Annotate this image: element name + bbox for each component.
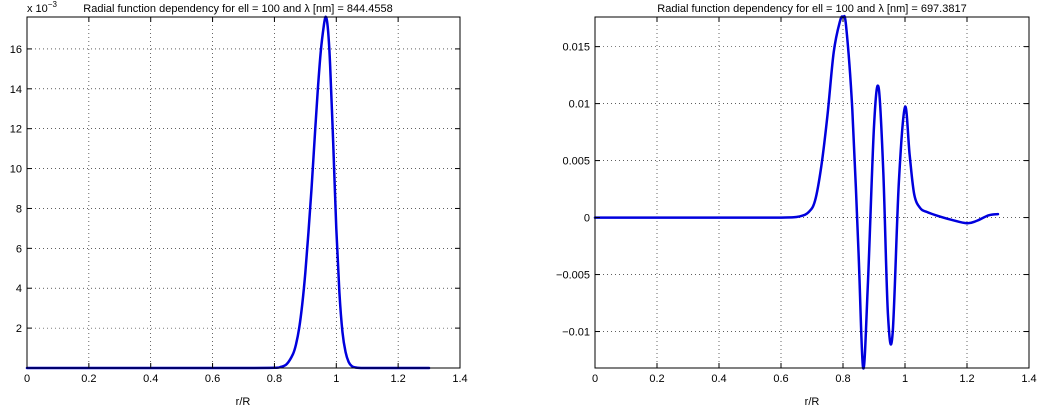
right-xtick-label: 0 [592,373,598,385]
right-xtick-label: 0.4 [711,373,726,385]
right-plot-ticks: 0 0.2 0.4 0.6 0.8 1 1.2 1.4 −0.01 −0.005 0 0.005 0.0… [556,17,1037,385]
right-ytick-label: 0 [584,213,590,225]
left-plot-y-multiplier: x 10−3 [27,0,57,15]
right-plot-title: Radial function dependency for ell = 100… [657,3,966,15]
left-xtick-label: 0 [24,373,30,385]
left-plot-xlabel: r/R [236,396,251,408]
left-xtick-label: 0.4 [143,373,158,385]
left-plot-title: Radial function dependency for ell = 100… [83,3,392,15]
left-ytick-label: 2 [16,323,22,335]
left-plot-grid [27,17,460,368]
left-ytick-label: 8 [16,203,22,215]
left-xtick-label: 0.8 [267,373,282,385]
left-xtick-label: 1 [333,373,339,385]
right-plot-series [593,14,1000,370]
right-ytick-label: −0.005 [556,270,590,282]
right-plot-grid [595,17,1029,368]
left-xtick-label: 1.4 [452,373,467,385]
left-xtick-label: 0.2 [81,373,96,385]
left-ytick-label: 14 [10,84,22,96]
right-xtick-label: 0.2 [649,373,664,385]
left-ytick-label: 16 [10,44,22,56]
left-plot: 0 0.2 0.4 0.6 0.8 1 1.2 1.4 2 4 6 8 10 12 14 16 Radial … [10,0,468,408]
left-series-line [25,15,431,370]
left-ytick-label: 4 [16,283,22,295]
right-ytick-label: 0.005 [562,156,590,168]
left-xtick-label: 1.2 [390,373,405,385]
left-plot-series [25,15,431,370]
left-ytick-label: 12 [10,124,22,136]
left-ytick-label: 6 [16,243,22,255]
right-plot-background [595,17,1029,368]
right-plot-frame [594,16,1030,369]
right-xtick-label: 1 [902,373,908,385]
right-ytick-label: −0.01 [562,327,590,339]
left-plot-ticks: 0 0.2 0.4 0.6 0.8 1 1.2 1.4 2 4 6 8 10 12 14 16 [10,17,468,385]
left-plot-background [27,17,460,368]
right-xtick-label: 0.6 [773,373,788,385]
left-xtick-label: 0.6 [205,373,220,385]
left-ytick-label: 10 [10,164,22,176]
right-ytick-label: 0.015 [562,42,590,54]
right-xtick-label: 1.4 [1021,373,1036,385]
right-series-line [593,14,1000,370]
right-xtick-label: 1.2 [959,373,974,385]
right-plot-xlabel: r/R [805,396,820,408]
right-plot: 0 0.2 0.4 0.6 0.8 1 1.2 1.4 −0.01 −0.005 0 0.005 0.0… [556,3,1037,408]
left-plot-frame [26,16,461,369]
right-ytick-label: 0.01 [569,99,590,111]
right-xtick-label: 0.8 [835,373,850,385]
